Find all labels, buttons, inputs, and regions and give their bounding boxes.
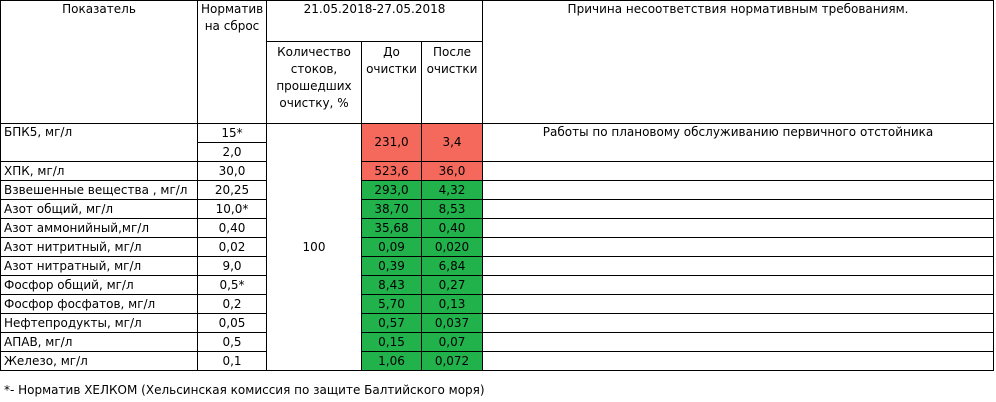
norm-value: 0,40 [197,218,267,238]
indicator-name: АПАВ, мг/л [0,332,198,352]
table-row: Азот общий, мг/л 10,0* 38,70 8,53 [0,199,995,219]
table-row: Железо, мг/л 0,1 1,06 0,072 [0,351,995,371]
header-flow-share-line: Количество [277,45,351,59]
norm-value: 9,0 [197,256,267,276]
header-flow-share-line: стоков, [290,62,338,76]
header-after-line: После [433,45,472,59]
reason-text [482,180,995,200]
reason-text [482,199,995,219]
table-body: Показатель Норматив на сброс 21.05.2018-… [0,0,995,371]
header-period: 21.05.2018-27.05.2018 [265,0,484,42]
norm-value: 10,0* [197,199,267,219]
header-before: До очистки [361,41,422,124]
indicator-name: Нефтепродукты, мг/л [0,313,198,333]
reason-text [482,313,995,333]
reason-text [482,237,995,257]
header-flow-share-line: прошедших [276,79,352,93]
norm-value: 15* [197,123,267,143]
indicator-name: Взвешенные вещества , мг/л [0,180,198,200]
reason-text [482,332,995,352]
header-before-line: очистки [366,62,417,76]
table-row: Нефтепродукты, мг/л 0,05 0,57 0,037 [0,313,995,333]
indicator-name: Азот нитратный, мг/л [0,256,198,276]
before-value: 35,68 [361,218,422,238]
reason-text [482,256,995,276]
table-row: Взвешенные вещества , мг/л 20,25 293,0 4,32 [0,180,995,200]
before-value: 0,39 [361,256,422,276]
indicator-name: Азот общий, мг/л [0,199,198,219]
before-value: 523,6 [361,161,422,181]
after-value: 0,072 [420,351,484,371]
indicator-name: Азот нитритный, мг/л [0,237,198,257]
indicator-name: Фосфор общий, мг/л [0,275,198,295]
table-row: Фосфор общий, мг/л 0,5* 8,43 0,27 [0,275,995,295]
reason-text [482,294,995,314]
header-reason: Причина несоответствия нормативным требо… [482,0,995,124]
table-row: Азот нитритный, мг/л 0,02 0,09 0,020 [0,237,995,257]
after-value: 0,07 [420,332,484,352]
after-value: 0,020 [420,237,484,257]
header-after-line: очистки [426,62,478,76]
before-value: 38,70 [361,199,422,219]
table-row: ХПК, мг/л 30,0 523,6 36,0 [0,161,995,181]
reason-text [482,275,995,295]
header-norm: Норматив на сброс [197,0,267,124]
header-after: После очистки [420,41,484,124]
table-row: Фосфор фосфатов, мг/л 0,2 5,70 0,13 [0,294,995,314]
flow-share-value: 100 [266,123,362,371]
header-norm-line2: на сброс [204,19,260,33]
reason-text [482,218,995,238]
before-value: 293,0 [361,180,422,200]
table-row: Азот нитратный, мг/л 9,0 0,39 6,84 [0,256,995,276]
after-value: 0,13 [420,294,484,314]
before-value: 8,43 [361,275,422,295]
after-value: 4,32 [420,180,484,200]
norm-value: 0,2 [197,294,267,314]
table-row: БПК5, мг/л 15* 100 231,0 3,4 Работы по планов… [0,123,995,371]
before-value: 0,57 [361,313,422,333]
norm-value: 0,5* [197,275,267,295]
indicator-name: Азот аммонийный,мг/л [0,218,198,238]
before-value: 231,0 [361,123,422,162]
header-norm-line1: Норматив [201,2,264,16]
table-row: АПАВ, мг/л 0,5 0,15 0,07 [0,332,995,352]
header-before-line: До [383,45,400,59]
header-flow-share-line: очистку, % [279,96,349,110]
norm-value: 0,02 [197,237,267,257]
reason-text [482,161,995,181]
header-row-top: Показатель Норматив на сброс 21.05.2018-… [0,0,995,124]
norm-value: 30,0 [197,161,267,181]
before-value: 0,09 [361,237,422,257]
before-value: 1,06 [361,351,422,371]
header-flow-share: Количество стоков, прошедших очистку, % [266,41,362,124]
before-value: 0,15 [361,332,422,352]
norm-value: 0,05 [197,313,267,333]
after-value: 36,0 [420,161,484,181]
reason-text: Работы по плановому обслуживанию первичн… [482,123,995,162]
indicator-name: Фосфор фосфатов, мг/л [0,294,198,314]
norm-value: 20,25 [197,180,267,200]
norm-value-secondary: 2,0 [197,142,267,162]
indicator-name: БПК5, мг/л [0,123,198,162]
header-row-sub: Количество стоков, прошедших очистку, % … [1,41,994,124]
norm-value: 0,5 [197,332,267,352]
norm-value: 0,1 [197,351,267,371]
after-value: 3,4 [420,123,484,162]
footnote: *- Норматив ХЕЛКОМ (Хельсинская комиссия… [4,383,485,397]
table-row: Азот аммонийный,мг/л 0,40 35,68 0,40 [0,218,995,238]
indicator-name: ХПК, мг/л [0,161,198,181]
after-value: 8,53 [420,199,484,219]
indicator-name: Железо, мг/л [0,351,198,371]
after-value: 0,27 [420,275,484,295]
after-value: 6,84 [420,256,484,276]
after-value: 0,40 [420,218,484,238]
water-quality-table: Показатель Норматив на сброс 21.05.2018-… [0,0,995,371]
after-value: 0,037 [420,313,484,333]
reason-text [482,351,995,371]
before-value: 5,70 [361,294,422,314]
header-indicator: Показатель [0,0,198,124]
